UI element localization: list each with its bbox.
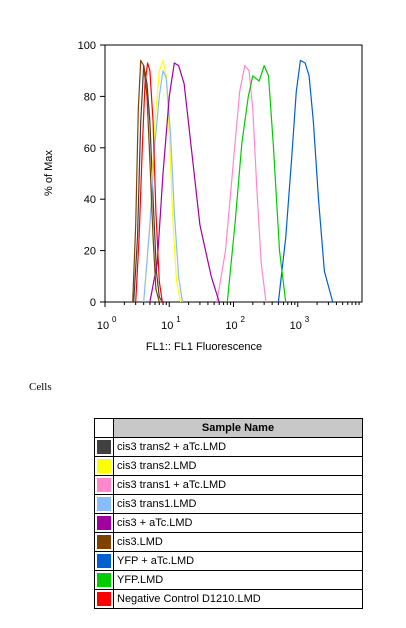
y-tick-label: 40 [84, 194, 96, 206]
legend-sample-name: YFP.LMD [113, 570, 363, 590]
legend-sample-name: Negative Control D1210.LMD [113, 589, 363, 609]
legend-row: cis3 trans1 + aTc.LMD [94, 475, 363, 495]
legend-row: YFP.LMD [94, 570, 363, 590]
legend-swatch-cell [94, 513, 114, 533]
legend-swatch-cell [94, 456, 114, 476]
legend-header-swatch [94, 418, 114, 438]
x-tick-label: 10 [161, 320, 173, 332]
y-tick-label: 0 [90, 297, 96, 309]
legend-row: cis3 trans1.LMD [94, 494, 363, 514]
legend-swatch [97, 554, 111, 568]
legend-sample-name: cis3 trans2 + aTc.LMD [113, 437, 363, 457]
legend-row: Negative Control D1210.LMD [94, 589, 363, 609]
legend-row: YFP + aTc.LMD [94, 551, 363, 571]
y-tick-label: 80 [84, 91, 96, 103]
legend-swatch [97, 497, 111, 511]
series-line-2 [143, 59, 182, 303]
x-tick-label: 10 [290, 320, 302, 332]
legend-sample-name: cis3 + aTc.LMD [113, 513, 363, 533]
legend-swatch-cell [94, 570, 114, 590]
x-tick-label: 10 [225, 320, 237, 332]
y-tick-label: 100 [78, 40, 96, 52]
legend-swatch-cell [94, 589, 114, 609]
y-tick-label: 20 [84, 246, 96, 258]
series-line-4 [143, 70, 183, 303]
legend-swatch [97, 573, 111, 587]
legend-sample-name: cis3 trans1.LMD [113, 494, 363, 514]
y-tick-label: 60 [84, 143, 96, 155]
series-line-1 [133, 64, 163, 303]
series-layer [132, 59, 334, 303]
y-axis-title: % of Max [43, 150, 55, 196]
x-axis-title: FL1:: FL1 Fluorescence [146, 341, 262, 353]
series-line-3 [216, 64, 267, 303]
legend-header: Sample Name [113, 418, 363, 438]
x-tick-exponent: 0 [112, 315, 117, 324]
x-tick-exponent: 2 [241, 315, 246, 324]
legend-row: cis3.LMD [94, 532, 363, 552]
legend-table: Sample Name cis3 trans2 + aTc.LMD cis3 tr… [94, 418, 363, 609]
legend-swatch [97, 440, 111, 454]
series-line-8 [226, 64, 287, 303]
x-tick-exponent: 1 [176, 315, 181, 324]
legend-sample-name: YFP + aTc.LMD [113, 551, 363, 571]
legend-sample-name: cis3 trans1 + aTc.LMD [113, 475, 363, 495]
legend-sample-name: cis3 trans2.LMD [113, 456, 363, 476]
legend-swatch-cell [94, 494, 114, 514]
legend-swatch [97, 535, 111, 549]
legend-sample-name: cis3.LMD [113, 532, 363, 552]
legend-swatch [97, 478, 111, 492]
legend-swatch-cell [94, 475, 114, 495]
legend-row: cis3 trans2 + aTc.LMD [94, 437, 363, 457]
legend-swatch-cell [94, 437, 114, 457]
legend-swatch [97, 459, 111, 473]
x-tick-label: 10 [97, 320, 109, 332]
series-line-9 [135, 62, 163, 303]
x-tick-exponent: 3 [305, 315, 310, 324]
legend-swatch [97, 592, 111, 606]
series-line-5 [149, 62, 220, 303]
series-line-7 [277, 59, 334, 303]
legend-swatch [97, 516, 111, 530]
section-label: Cells [29, 381, 52, 393]
legend-row: cis3 trans2.LMD [94, 456, 363, 476]
legend-swatch-cell [94, 532, 114, 552]
legend-swatch-cell [94, 551, 114, 571]
legend-row: cis3 + aTc.LMD [94, 513, 363, 533]
